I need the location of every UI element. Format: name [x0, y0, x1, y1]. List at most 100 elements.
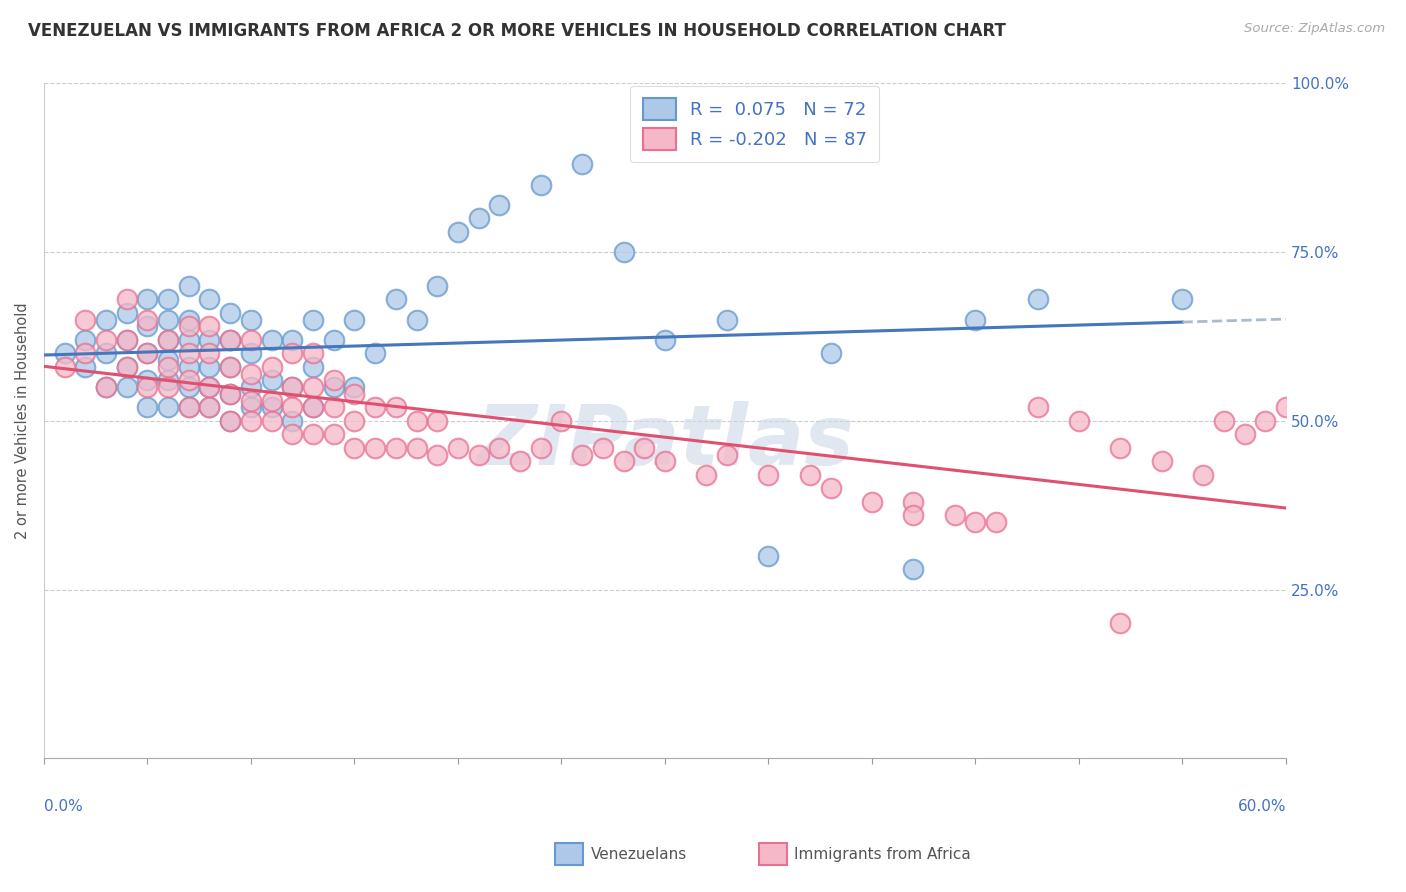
Point — [1026, 401, 1049, 415]
Point — [177, 346, 200, 360]
Point — [136, 293, 159, 307]
Point — [198, 401, 221, 415]
Point — [239, 401, 262, 415]
Point — [820, 346, 842, 360]
Point — [343, 387, 366, 401]
Point — [198, 293, 221, 307]
Point — [343, 380, 366, 394]
Point — [260, 373, 283, 387]
Point — [260, 333, 283, 347]
Point — [488, 441, 510, 455]
Bar — [555, 843, 583, 865]
Point — [157, 380, 180, 394]
Point — [405, 312, 427, 326]
Point — [612, 454, 634, 468]
Point — [157, 333, 180, 347]
Point — [654, 333, 676, 347]
Point — [385, 293, 408, 307]
Point — [364, 346, 387, 360]
Point — [488, 198, 510, 212]
Point — [198, 346, 221, 360]
Point — [219, 359, 242, 374]
Point — [322, 380, 344, 394]
Point — [198, 319, 221, 334]
Point — [115, 359, 138, 374]
Point — [157, 293, 180, 307]
Point — [177, 401, 200, 415]
Point — [984, 515, 1007, 529]
Point — [571, 448, 593, 462]
Point — [1026, 293, 1049, 307]
Point — [239, 380, 262, 394]
Point — [281, 414, 304, 428]
Point — [136, 380, 159, 394]
Text: Immigrants from Africa: Immigrants from Africa — [794, 847, 972, 862]
Point — [198, 380, 221, 394]
Point — [281, 346, 304, 360]
Point — [302, 359, 325, 374]
Point — [177, 359, 200, 374]
Point — [467, 448, 489, 462]
Point — [364, 401, 387, 415]
Point — [260, 401, 283, 415]
Point — [94, 312, 117, 326]
Point — [260, 359, 283, 374]
Text: 0.0%: 0.0% — [44, 799, 83, 814]
Text: ZIPatlas: ZIPatlas — [477, 401, 853, 482]
Point — [157, 312, 180, 326]
Point — [1150, 454, 1173, 468]
Point — [219, 333, 242, 347]
Point — [281, 401, 304, 415]
Point — [115, 359, 138, 374]
Y-axis label: 2 or more Vehicles in Household: 2 or more Vehicles in Household — [15, 302, 30, 539]
Point — [177, 380, 200, 394]
Text: Source: ZipAtlas.com: Source: ZipAtlas.com — [1244, 22, 1385, 36]
Point — [860, 495, 883, 509]
Bar — [759, 843, 787, 865]
Point — [447, 225, 470, 239]
Point — [94, 380, 117, 394]
Point — [799, 467, 821, 482]
Point — [157, 359, 180, 374]
Text: 60.0%: 60.0% — [1237, 799, 1286, 814]
Point — [177, 373, 200, 387]
Point — [1109, 616, 1132, 631]
Point — [219, 333, 242, 347]
Point — [302, 346, 325, 360]
Point — [322, 427, 344, 442]
Point — [695, 467, 717, 482]
Point — [94, 380, 117, 394]
Point — [53, 346, 76, 360]
Point — [943, 508, 966, 523]
Point — [75, 333, 97, 347]
Point — [820, 482, 842, 496]
Point — [75, 359, 97, 374]
Point — [115, 306, 138, 320]
Point — [1067, 414, 1090, 428]
Point — [1171, 293, 1194, 307]
Point — [219, 359, 242, 374]
Point — [322, 373, 344, 387]
Point — [94, 346, 117, 360]
Point — [219, 387, 242, 401]
Point — [405, 414, 427, 428]
Point — [239, 367, 262, 381]
Point — [198, 359, 221, 374]
Point — [302, 401, 325, 415]
Point — [219, 387, 242, 401]
Point — [467, 211, 489, 226]
Point — [530, 178, 553, 192]
Point — [343, 414, 366, 428]
Point — [239, 312, 262, 326]
Point — [136, 401, 159, 415]
Point — [260, 393, 283, 408]
Point — [530, 441, 553, 455]
Point — [281, 380, 304, 394]
Point — [385, 441, 408, 455]
Point — [239, 393, 262, 408]
Point — [426, 279, 449, 293]
Point — [716, 312, 738, 326]
Point — [1192, 467, 1215, 482]
Point — [302, 312, 325, 326]
Point — [1109, 441, 1132, 455]
